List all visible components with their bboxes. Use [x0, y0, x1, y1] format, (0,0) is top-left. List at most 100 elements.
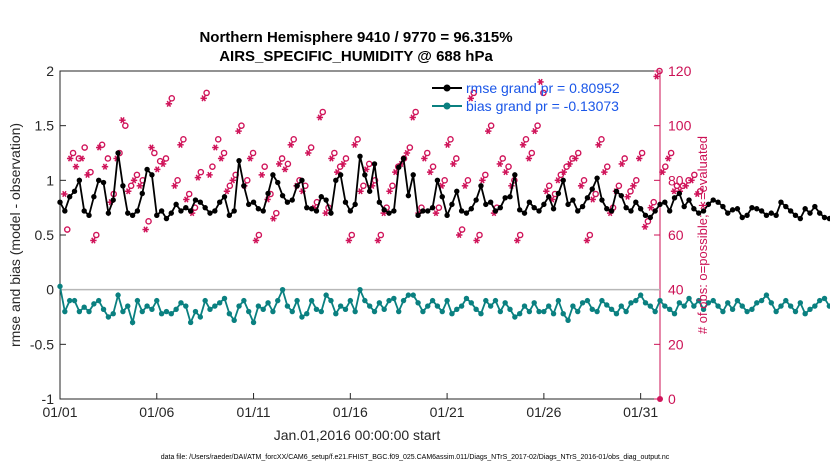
- obs-possible-point: [447, 136, 454, 143]
- obs-possible-point: [319, 108, 327, 116]
- obs-possible-point: [203, 89, 210, 97]
- bias-point: [144, 303, 150, 309]
- obs-possible-point: [249, 149, 257, 157]
- bias-point: [347, 297, 354, 304]
- bias-point: [507, 306, 513, 313]
- obs-evaluated-point: [281, 166, 289, 173]
- obs-evaluated-point: [572, 155, 579, 162]
- x-axis-label: Jan.01,2016 00:00:00 start: [274, 427, 441, 443]
- obs-possible-point: [627, 187, 634, 195]
- obs-evaluated-point: [635, 155, 643, 162]
- rmse-point: [516, 207, 523, 213]
- rmse-point: [202, 204, 208, 211]
- obs-evaluated-point: [212, 144, 219, 151]
- obs-possible-point: [185, 190, 193, 198]
- bias-point: [555, 297, 562, 304]
- rmse-point: [613, 188, 620, 194]
- obs-evaluated-point: [601, 168, 608, 176]
- x-tick-label: 01/01: [42, 404, 77, 420]
- y-axis-label-left: rmse and bias (model - observation): [7, 123, 23, 347]
- bias-point: [628, 300, 634, 306]
- rmse-point: [521, 210, 528, 216]
- bias-point: [570, 303, 576, 309]
- bias-point: [357, 286, 363, 293]
- obs-evaluated-point: [183, 196, 190, 203]
- rmse-point: [144, 166, 150, 173]
- obs-evaluated-point: [455, 231, 463, 239]
- obs-evaluated-point: [595, 141, 602, 148]
- rmse-point: [792, 212, 799, 219]
- bias-point: [710, 297, 716, 304]
- obs-possible-point: [162, 155, 170, 162]
- bias-point: [425, 303, 431, 309]
- obs-possible-point: [545, 182, 553, 190]
- rmse-point: [347, 208, 354, 214]
- obs-evaluated-point: [519, 141, 527, 148]
- bias-point: [183, 303, 189, 309]
- obs-possible-point: [632, 177, 640, 184]
- bias-point: [279, 286, 286, 293]
- rmse-point: [241, 183, 247, 189]
- obs-possible-point: [441, 177, 448, 184]
- obs-possible-point: [238, 122, 245, 129]
- rmse-point: [429, 204, 436, 211]
- rmse-point: [608, 208, 615, 214]
- obs-evaluated-point: [252, 237, 260, 244]
- bias-point: [526, 308, 533, 315]
- rmse-point: [279, 192, 286, 199]
- rmse-point: [192, 197, 199, 203]
- obs-possible-point: [104, 155, 112, 162]
- bias-point: [323, 292, 329, 298]
- obs-evaluated-point: [275, 160, 283, 168]
- bias-point: [662, 303, 668, 309]
- obs-evaluated-point: [485, 127, 492, 135]
- obs-evaluated-point: [473, 237, 480, 244]
- obs-evaluated-point: [624, 193, 631, 200]
- bias-point: [725, 300, 731, 306]
- rmse-point: [415, 212, 421, 219]
- bias-point: [783, 297, 789, 304]
- rmse-point: [483, 201, 489, 208]
- obs-evaluated-point: [618, 160, 625, 168]
- obs-possible-point: [389, 182, 396, 190]
- rmse-point: [391, 208, 397, 214]
- rmse-point: [328, 210, 334, 216]
- rmse-point: [173, 201, 179, 208]
- rmse-point: [366, 188, 373, 194]
- rmse-point: [86, 212, 92, 219]
- obs-possible-point: [342, 155, 350, 162]
- right-tick-label: 80: [668, 172, 684, 188]
- bias-point: [241, 297, 247, 304]
- rmse-point: [807, 210, 813, 216]
- rmse-point: [129, 212, 136, 219]
- rmse-point: [637, 206, 644, 212]
- rmse-point: [594, 175, 600, 181]
- y-axis-label-right: # of obs: o=possible; ∗=evaluated: [695, 136, 710, 334]
- bias-point: [410, 292, 416, 298]
- obs-evaluated-point: [90, 237, 97, 244]
- rmse-point: [826, 215, 830, 222]
- obs-evaluated-point: [403, 149, 411, 157]
- obs-evaluated-point: [246, 155, 254, 162]
- x-tick-label: 01/21: [430, 404, 465, 420]
- obs-possible-point: [667, 149, 675, 157]
- obs-possible-point: [586, 231, 594, 239]
- bias-point: [463, 295, 470, 302]
- obs-possible-point: [516, 231, 524, 239]
- rmse-point: [715, 199, 721, 205]
- bias-point: [487, 303, 494, 309]
- bias-point: [313, 306, 320, 313]
- rmse-point: [149, 172, 155, 178]
- rmse-point: [555, 190, 562, 197]
- rmse-point: [183, 204, 189, 211]
- rmse-point: [400, 155, 407, 162]
- bias-point: [541, 308, 547, 315]
- obs-evaluated-point: [583, 237, 591, 244]
- rmse-point: [158, 208, 165, 214]
- rmse-point: [618, 192, 624, 199]
- bias-point: [192, 308, 199, 315]
- bias-point: [763, 292, 770, 298]
- rmse-point: [487, 199, 494, 205]
- rmse-point: [676, 190, 683, 197]
- rmse-point: [154, 212, 160, 219]
